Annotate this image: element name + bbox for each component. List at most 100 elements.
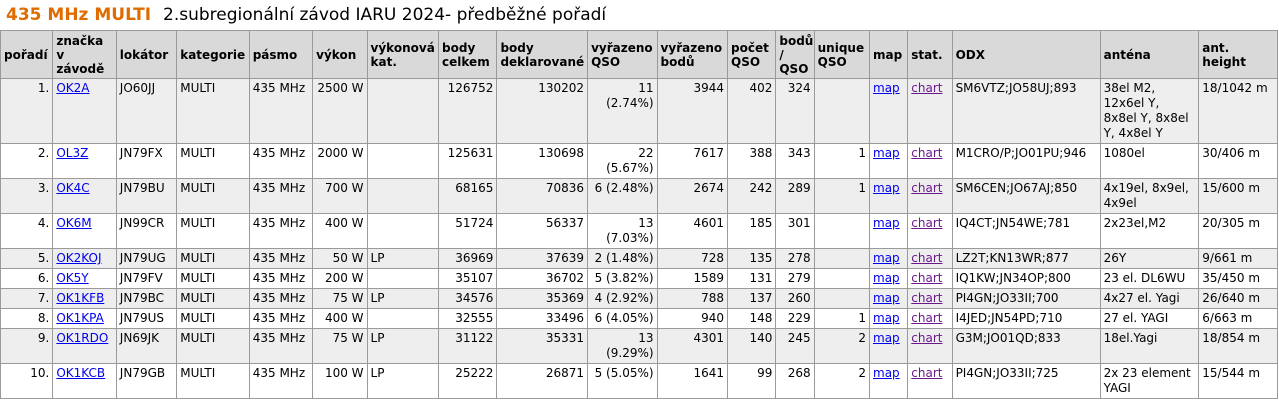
locator-cell: JN79US	[115, 308, 178, 329]
map-link[interactable]: map	[873, 311, 900, 325]
category-cell: MULTI	[176, 143, 250, 179]
band-cell: 435 MHz	[248, 268, 314, 289]
odx-cell: LZ2T;KN13WR;877	[951, 248, 1101, 269]
band-cell: 435 MHz	[248, 143, 314, 179]
locator-cell: JN79FX	[115, 143, 178, 179]
map-link[interactable]: map	[873, 366, 900, 380]
callsign-link[interactable]: OK2KOJ	[56, 251, 102, 265]
column-header-locator: lokátor	[115, 30, 178, 79]
unique-qso-cell	[813, 288, 871, 309]
callsign-link[interactable]: OK6M	[56, 216, 92, 230]
unique-qso-cell: 1	[813, 308, 871, 329]
callsign-link[interactable]: OK4C	[56, 181, 90, 195]
chart-link[interactable]: chart	[911, 216, 943, 230]
column-header-antenna-height: ant. height	[1198, 30, 1278, 79]
chart-link[interactable]: chart	[911, 81, 943, 95]
cell-map: map	[868, 78, 909, 144]
cell-call: OL3Z	[52, 143, 117, 179]
cell-stat: chart	[907, 363, 953, 399]
chart-link[interactable]: chart	[911, 311, 943, 325]
map-link[interactable]: map	[873, 291, 900, 305]
rank-cell: 10.	[0, 363, 54, 399]
antenna-height-cell: 35/450 m	[1198, 268, 1278, 289]
power-cell: 2500 W	[312, 78, 368, 144]
odx-cell: SM6VTZ;JO58UJ;893	[951, 78, 1101, 144]
qso-count-cell: 388	[727, 143, 777, 179]
callsign-link[interactable]: OK1KCB	[56, 366, 106, 380]
total-points-cell: 25222	[438, 363, 498, 399]
power-cell: 400 W	[312, 213, 368, 249]
callsign-link[interactable]: OK1KPA	[56, 311, 104, 325]
map-link[interactable]: map	[873, 331, 900, 345]
rejected-points-cell: 2674	[656, 178, 729, 214]
table-row: 2. OL3Z JN79FX MULTI 435 MHz 2000 W 125631 1306…	[0, 143, 1278, 179]
category-cell: MULTI	[176, 248, 250, 269]
locator-cell: JN79UG	[115, 248, 178, 269]
column-header-band: pásmo	[248, 30, 314, 79]
locator-cell: JN99CR	[115, 213, 178, 249]
points-per-qso-cell: 279	[775, 268, 815, 289]
qso-count-cell: 140	[727, 328, 777, 364]
locator-cell: JN79BU	[115, 178, 178, 214]
rank-cell: 3.	[0, 178, 54, 214]
chart-link[interactable]: chart	[911, 366, 943, 380]
cell-call: OK2A	[52, 78, 117, 144]
qso-count-cell: 242	[727, 178, 777, 214]
map-link[interactable]: map	[873, 181, 900, 195]
odx-cell: IQ4CT;JN54WE;781	[951, 213, 1101, 249]
map-link[interactable]: map	[873, 216, 900, 230]
cell-stat: chart	[907, 213, 953, 249]
cell-map: map	[868, 213, 909, 249]
unique-qso-cell: 2	[813, 363, 871, 399]
callsign-link[interactable]: OK5Y	[56, 271, 89, 285]
rejected-qso-cell: 6 (4.05%)	[587, 308, 658, 329]
chart-link[interactable]: chart	[911, 146, 943, 160]
callsign-link[interactable]: OL3Z	[56, 146, 89, 160]
cell-map: map	[868, 328, 909, 364]
rank-cell: 1.	[0, 78, 54, 144]
odx-cell: IQ1KW;JN34OP;800	[951, 268, 1101, 289]
qso-count-cell: 402	[727, 78, 777, 144]
rejected-qso-cell: 6 (2.48%)	[587, 178, 658, 214]
table-row: 3. OK4C JN79BU MULTI 435 MHz 700 W 68165 70836 6…	[0, 178, 1278, 214]
cell-map: map	[868, 288, 909, 309]
table-row: 9. OK1RDO JN69JK MULTI 435 MHz 75 W LP 31122 353…	[0, 328, 1278, 364]
category-cell: MULTI	[176, 308, 250, 329]
cell-stat: chart	[907, 328, 953, 364]
map-link[interactable]: map	[873, 251, 900, 265]
chart-link[interactable]: chart	[911, 181, 943, 195]
cell-map: map	[868, 308, 909, 329]
cell-call: OK6M	[52, 213, 117, 249]
cell-map: map	[868, 143, 909, 179]
chart-link[interactable]: chart	[911, 251, 943, 265]
odx-cell: G3M;JO01QD;833	[951, 328, 1101, 364]
rank-cell: 7.	[0, 288, 54, 309]
declared-points-cell: 56337	[496, 213, 589, 249]
band-cell: 435 MHz	[248, 328, 314, 364]
rejected-qso-cell: 5 (5.05%)	[587, 363, 658, 399]
antenna-cell: 2x23el,M2	[1099, 213, 1200, 249]
callsign-link[interactable]: OK2A	[56, 81, 90, 95]
rejected-points-cell: 1589	[656, 268, 729, 289]
power-category-cell: LP	[366, 288, 440, 309]
callsign-link[interactable]: OK1RDO	[56, 331, 109, 345]
band-cell: 435 MHz	[248, 78, 314, 144]
chart-link[interactable]: chart	[911, 331, 943, 345]
map-link[interactable]: map	[873, 271, 900, 285]
qso-count-cell: 99	[727, 363, 777, 399]
category-cell: MULTI	[176, 363, 250, 399]
map-link[interactable]: map	[873, 146, 900, 160]
antenna-cell: 26Y	[1099, 248, 1200, 269]
chart-link[interactable]: chart	[911, 291, 943, 305]
column-header-rejected-points: vyřazeno bodů	[656, 30, 729, 79]
cell-map: map	[868, 363, 909, 399]
chart-link[interactable]: chart	[911, 271, 943, 285]
declared-points-cell: 26871	[496, 363, 589, 399]
rank-cell: 6.	[0, 268, 54, 289]
antenna-cell: 23 el. DL6WU	[1099, 268, 1200, 289]
declared-points-cell: 70836	[496, 178, 589, 214]
callsign-link[interactable]: OK1KFB	[56, 291, 105, 305]
map-link[interactable]: map	[873, 81, 900, 95]
antenna-height-cell: 20/305 m	[1198, 213, 1278, 249]
category-cell: MULTI	[176, 178, 250, 214]
